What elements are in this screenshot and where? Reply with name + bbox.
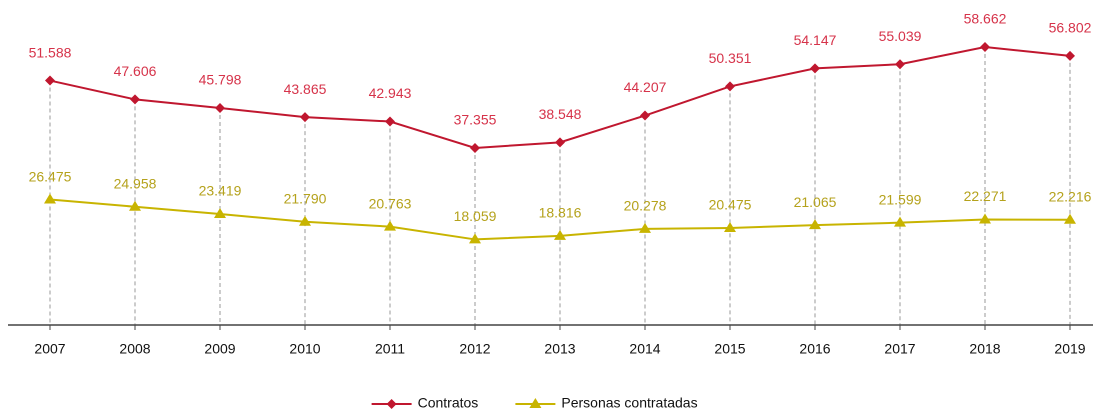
legend-marker <box>386 399 397 409</box>
data-label: 26.475 <box>29 168 72 184</box>
point <box>895 59 905 70</box>
point <box>640 110 650 121</box>
data-label: 47.606 <box>114 63 157 79</box>
point <box>215 102 225 113</box>
data-label: 24.958 <box>114 175 157 191</box>
point <box>384 220 396 231</box>
legend-marker <box>529 398 542 408</box>
point <box>45 75 55 86</box>
series-line <box>49 46 1071 150</box>
point <box>809 219 821 230</box>
data-label: 22.216 <box>1049 188 1092 204</box>
x-tick-label: 2017 <box>884 341 915 357</box>
point <box>385 116 395 127</box>
x-tick-label: 2010 <box>289 341 320 357</box>
point <box>894 216 906 227</box>
point <box>130 94 140 105</box>
data-label: 43.865 <box>284 81 327 97</box>
data-label: 20.475 <box>709 197 752 213</box>
data-label: 20.278 <box>624 198 667 214</box>
point <box>979 213 991 224</box>
point <box>1065 50 1075 61</box>
point <box>470 142 480 153</box>
point <box>554 229 566 240</box>
data-label: 20.763 <box>369 195 412 211</box>
x-tick-label: 2012 <box>459 341 490 357</box>
point <box>214 208 226 219</box>
point <box>44 193 56 204</box>
point <box>555 137 565 148</box>
x-tick-label: 2007 <box>34 341 65 357</box>
data-label: 50.351 <box>709 50 752 66</box>
point <box>300 112 310 123</box>
data-label: 42.943 <box>369 85 412 101</box>
data-label: 58.662 <box>964 11 1007 27</box>
data-label: 21.599 <box>879 191 922 207</box>
x-tick-label: 2013 <box>544 341 575 357</box>
data-label: 37.355 <box>454 112 497 128</box>
legend-label: Personas contratadas <box>561 395 697 410</box>
point <box>1064 213 1076 224</box>
x-tick-label: 2008 <box>119 341 150 357</box>
point <box>469 233 481 244</box>
legend-label: Contratos <box>418 395 479 410</box>
point <box>299 215 311 226</box>
data-label: 54.147 <box>794 32 837 48</box>
x-tick-label: 2018 <box>969 341 1000 357</box>
data-label: 45.798 <box>199 72 242 88</box>
data-label: 21.065 <box>794 194 837 210</box>
point <box>810 63 820 74</box>
data-label: 18.816 <box>539 205 582 221</box>
point <box>725 81 735 92</box>
x-tick-label: 2009 <box>204 341 235 357</box>
point <box>639 222 651 233</box>
data-label: 18.059 <box>454 208 497 224</box>
x-tick-label: 2011 <box>375 341 405 357</box>
data-label: 21.790 <box>284 190 327 206</box>
x-tick-label: 2019 <box>1054 341 1085 357</box>
x-tick-label: 2015 <box>714 341 745 357</box>
data-label: 56.802 <box>1049 20 1092 36</box>
x-tick-label: 2016 <box>799 341 830 357</box>
point <box>129 200 141 211</box>
point <box>980 42 990 53</box>
data-label: 22.271 <box>964 188 1007 204</box>
data-label: 44.207 <box>624 79 667 95</box>
data-label: 38.548 <box>539 106 582 122</box>
data-label: 23.419 <box>199 183 242 199</box>
data-label: 51.588 <box>29 44 72 60</box>
data-label: 55.039 <box>879 28 922 44</box>
x-tick-label: 2014 <box>629 341 660 357</box>
point <box>724 221 736 232</box>
